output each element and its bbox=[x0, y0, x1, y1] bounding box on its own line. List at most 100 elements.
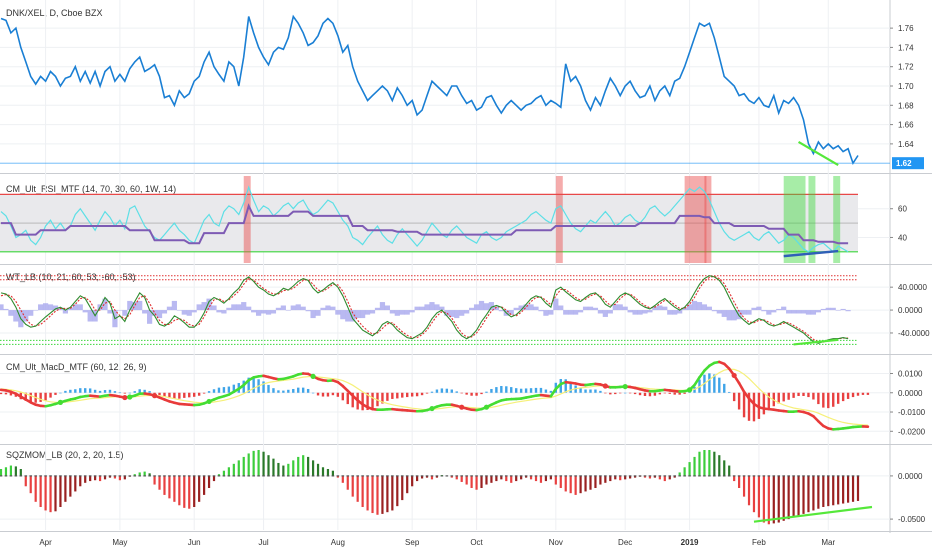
macd-histogram-bar bbox=[515, 388, 517, 393]
macd-histogram-bar bbox=[54, 393, 56, 395]
macd-histogram-bar bbox=[634, 393, 636, 394]
macd-histogram-bar bbox=[733, 393, 735, 401]
macd-histogram-bar bbox=[817, 393, 819, 404]
macd-histogram-bar bbox=[545, 390, 547, 393]
macd-histogram-bar bbox=[505, 386, 507, 392]
momentum-bar bbox=[684, 467, 686, 476]
macd-histogram-bar bbox=[584, 390, 586, 393]
momentum-bar bbox=[857, 476, 859, 501]
macd-histogram-bar bbox=[39, 393, 41, 402]
macd-histogram-bar bbox=[728, 392, 730, 393]
wt-diff-bar bbox=[23, 310, 28, 321]
macd-histogram-bar bbox=[460, 393, 462, 394]
macd-histogram-bar bbox=[272, 388, 274, 393]
momentum-bar bbox=[793, 476, 795, 517]
macd-histogram-bar bbox=[669, 393, 671, 394]
wt-diff-bar bbox=[697, 302, 702, 310]
x-tick-label: Apr bbox=[39, 538, 52, 547]
momentum-bar bbox=[342, 476, 344, 483]
y-tick-label: 0.0000 bbox=[898, 472, 923, 481]
wt-diff-bar bbox=[459, 310, 464, 316]
macd-histogram-bar bbox=[708, 373, 710, 392]
momentum-bar bbox=[555, 476, 557, 485]
macd-histogram-bar bbox=[119, 392, 121, 393]
momentum-bar bbox=[807, 476, 809, 512]
momentum-bar bbox=[788, 476, 790, 519]
wt-diff-bar bbox=[474, 304, 479, 310]
momentum-bar bbox=[619, 476, 621, 480]
macd-histogram-bar bbox=[277, 390, 279, 392]
momentum-bar bbox=[832, 476, 834, 505]
macd-histogram-bar bbox=[480, 393, 482, 394]
macd-histogram-bar bbox=[520, 389, 522, 393]
rsi-overbought-highlight bbox=[556, 176, 563, 263]
wt-diff-bar bbox=[722, 310, 727, 317]
macd-histogram-bar bbox=[490, 389, 492, 393]
wt-diff-bar bbox=[707, 307, 712, 310]
wt-diff-bar bbox=[464, 310, 469, 313]
momentum-bar bbox=[332, 471, 334, 476]
wt-diff-bar bbox=[499, 310, 504, 311]
wt-diff-bar bbox=[647, 310, 652, 312]
momentum-bar bbox=[277, 463, 279, 476]
wt-diff-bar bbox=[821, 309, 826, 310]
wt-diff-bar bbox=[796, 310, 801, 313]
x-tick-label: May bbox=[112, 538, 127, 547]
momentum-bar bbox=[738, 476, 740, 488]
wt-diff-bar bbox=[370, 310, 375, 313]
momentum-bar bbox=[312, 460, 314, 476]
momentum-bar bbox=[703, 450, 705, 476]
wt-diff-bar bbox=[628, 310, 633, 312]
macd-histogram-bar bbox=[550, 391, 552, 393]
macd-histogram-bar bbox=[446, 389, 448, 393]
momentum-bar bbox=[193, 476, 195, 507]
macd-histogram-bar bbox=[317, 393, 319, 396]
y-tick-label: 1.72 bbox=[898, 63, 914, 72]
momentum-bar bbox=[302, 455, 304, 476]
wt-diff-bar bbox=[132, 302, 137, 310]
wt-diff-bar bbox=[365, 310, 370, 315]
macd-histogram-bar bbox=[74, 389, 76, 393]
macd-histogram-bar bbox=[802, 393, 804, 396]
macd-histogram-bar bbox=[862, 393, 864, 395]
wt-diff-bar bbox=[568, 310, 573, 315]
x-tick-label: Aug bbox=[331, 538, 345, 547]
macd-histogram-bar bbox=[99, 391, 101, 393]
x-tick-label: Jun bbox=[188, 538, 201, 547]
wt-diff-bar bbox=[543, 310, 548, 316]
macd-histogram-bar bbox=[347, 393, 349, 404]
wt-diff-bar bbox=[563, 310, 568, 315]
wt-diff-bar bbox=[241, 302, 246, 310]
momentum-bar bbox=[748, 476, 750, 505]
momentum-bar bbox=[262, 452, 264, 476]
wt-diff-bar bbox=[781, 307, 786, 310]
wt-diff-bar bbox=[484, 303, 489, 310]
wt-diff-bar bbox=[811, 310, 816, 315]
wt-diff-bar bbox=[816, 310, 821, 312]
macd-histogram-bar bbox=[148, 391, 150, 393]
momentum-bar bbox=[852, 476, 854, 502]
macd-histogram-bar bbox=[589, 390, 591, 393]
momentum-bar bbox=[144, 472, 146, 476]
momentum-bar bbox=[594, 476, 596, 488]
momentum-bar bbox=[35, 476, 37, 502]
macd-histogram-bar bbox=[104, 390, 106, 393]
wt-diff-bar bbox=[187, 310, 192, 316]
wt-diff-bar bbox=[78, 304, 83, 310]
momentum-bar bbox=[584, 476, 586, 492]
macd-histogram-bar bbox=[535, 388, 537, 393]
wt-diff-bar bbox=[236, 304, 241, 310]
wt-diff-bar bbox=[261, 310, 266, 313]
macd-histogram-bar bbox=[44, 393, 46, 401]
momentum-bar bbox=[396, 476, 398, 506]
wt-diff-bar bbox=[43, 303, 48, 310]
macd-histogram-bar bbox=[639, 393, 641, 395]
momentum-bar bbox=[490, 476, 492, 483]
macd-histogram-bar bbox=[807, 393, 809, 397]
momentum-bar bbox=[505, 476, 507, 481]
momentum-bar bbox=[718, 455, 720, 476]
momentum-bar bbox=[362, 476, 364, 507]
macd-cross-dot bbox=[152, 393, 157, 398]
wt-diff-bar bbox=[806, 310, 811, 315]
